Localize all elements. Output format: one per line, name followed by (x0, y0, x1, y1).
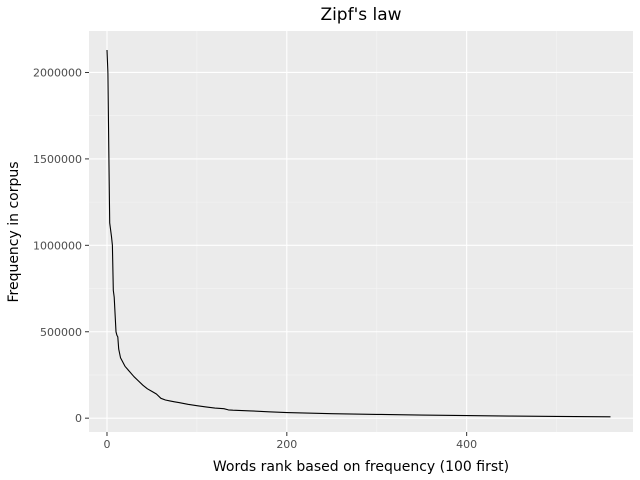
x-tick-label: 400 (456, 438, 477, 451)
y-axis: 0 500000 1000000 1500000 2000000 (33, 66, 89, 425)
x-axis-title: Words rank based on frequency (100 first… (213, 459, 509, 475)
x-tick-label: 200 (276, 438, 297, 451)
minor-gridlines (89, 31, 633, 432)
series-line (106, 49, 611, 418)
y-tick-label: 500000 (40, 326, 82, 339)
y-tick-label: 1000000 (33, 239, 82, 252)
series-layer (106, 49, 611, 418)
chart-title: Zipf's law (320, 5, 401, 25)
x-tick-label: 0 (103, 438, 110, 451)
major-gridlines (89, 31, 633, 432)
y-tick-label: 1500000 (33, 153, 82, 166)
plot-panel (89, 31, 633, 432)
y-tick-label: 0 (75, 412, 82, 425)
y-tick-label: 2000000 (33, 66, 82, 79)
y-axis-title: Frequency in corpus (6, 161, 22, 302)
x-axis: 0 200 400 (103, 432, 477, 451)
